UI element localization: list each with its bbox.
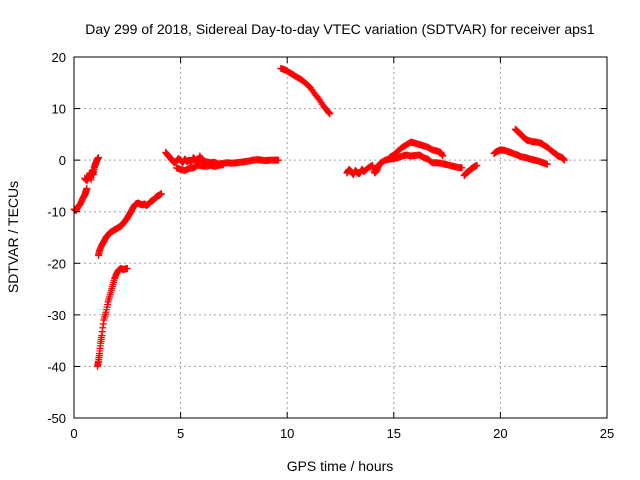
series-pass-8 bbox=[343, 151, 466, 179]
series-pass-2 bbox=[81, 154, 103, 185]
data-point bbox=[123, 264, 131, 272]
x-axis-title: GPS time / hours bbox=[287, 458, 394, 474]
data-point bbox=[275, 156, 283, 164]
series-pass-12 bbox=[511, 125, 568, 164]
x-tick-label: 25 bbox=[600, 426, 614, 441]
data-point bbox=[95, 154, 103, 162]
series-pass-7 bbox=[277, 64, 334, 118]
series-pass-1 bbox=[70, 185, 91, 215]
series-pass-6 bbox=[172, 161, 227, 174]
series-pass-4 bbox=[95, 190, 165, 260]
y-tick-label: -10 bbox=[47, 205, 66, 220]
data-point bbox=[157, 190, 165, 198]
x-tick-label: 5 bbox=[177, 426, 184, 441]
series-pass-10 bbox=[460, 161, 481, 180]
y-tick-label: -30 bbox=[47, 308, 66, 323]
series-pass-3 bbox=[93, 264, 131, 370]
data-point bbox=[83, 185, 91, 193]
x-tick-label: 15 bbox=[387, 426, 401, 441]
y-tick-label: -20 bbox=[47, 256, 66, 271]
x-tick-label: 0 bbox=[70, 426, 77, 441]
grid-lines bbox=[74, 57, 607, 418]
x-tick-label: 20 bbox=[493, 426, 507, 441]
y-tick-label: 20 bbox=[52, 50, 66, 65]
series-pass-11 bbox=[490, 146, 551, 168]
data-point bbox=[326, 110, 334, 118]
data-point bbox=[473, 161, 481, 169]
x-tick-label: 10 bbox=[280, 426, 294, 441]
data-points bbox=[70, 64, 568, 370]
series-pass-5 bbox=[162, 148, 283, 168]
chart-title: Day 299 of 2018, Sidereal Day-to-day VTE… bbox=[85, 21, 595, 37]
y-tick-label: 0 bbox=[59, 153, 66, 168]
y-tick-label: 10 bbox=[52, 102, 66, 117]
plot-frame bbox=[73, 56, 608, 419]
series-pass-9 bbox=[386, 138, 447, 162]
y-tick-label: -40 bbox=[47, 359, 66, 374]
data-point bbox=[543, 160, 551, 168]
y-axis-title: SDTVAR / TECUs bbox=[5, 181, 21, 293]
data-point bbox=[439, 152, 447, 160]
axis-ticks: 0 5 10 15 20 25 -50 -40 -30 -20 -10 0 10 20 bbox=[47, 50, 614, 441]
data-point bbox=[219, 161, 227, 169]
data-point bbox=[458, 164, 466, 172]
y-tick-label: -50 bbox=[47, 411, 66, 426]
data-point bbox=[560, 156, 568, 164]
